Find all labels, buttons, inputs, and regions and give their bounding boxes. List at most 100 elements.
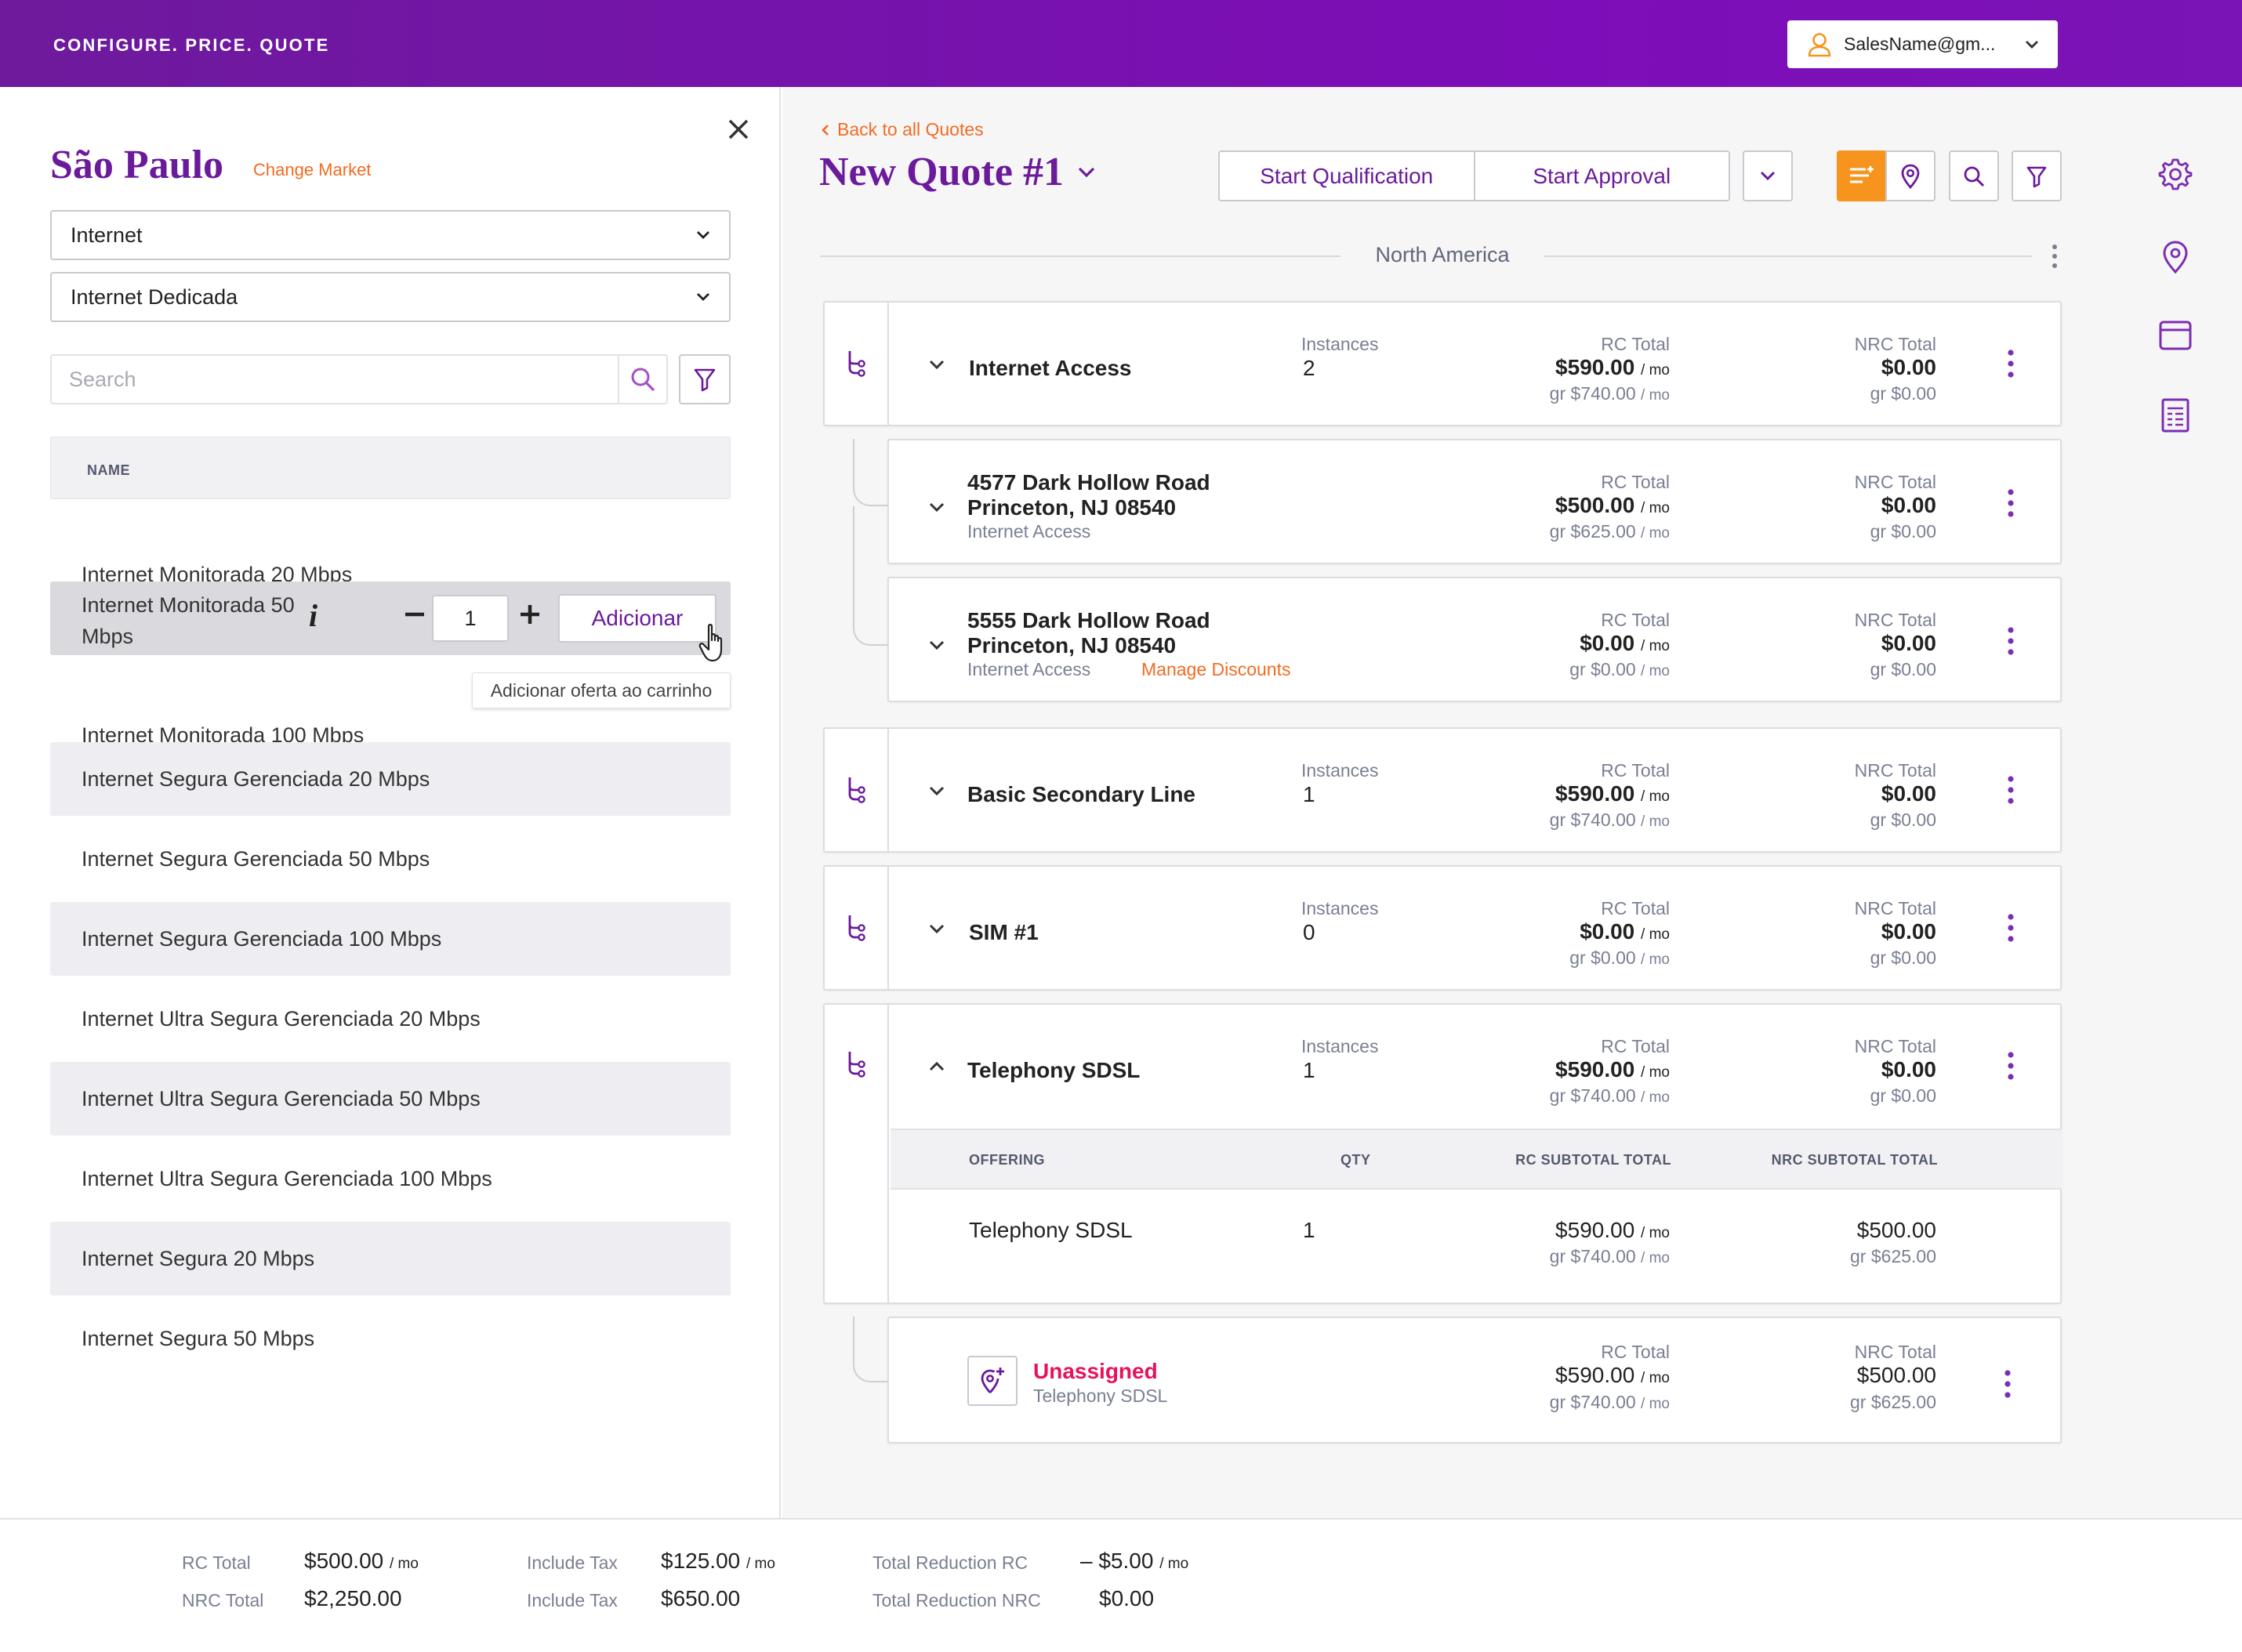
- more-actions-button[interactable]: [1743, 150, 1793, 201]
- start-approval-button[interactable]: Start Approval: [1473, 152, 1729, 200]
- user-menu[interactable]: SalesName@gm...: [1787, 20, 2058, 68]
- document-icon[interactable]: [2157, 397, 2194, 434]
- add-button[interactable]: Adicionar: [558, 594, 716, 643]
- col-offering: OFFERING: [969, 1152, 1045, 1168]
- quote-title[interactable]: New Quote #1: [819, 149, 1095, 195]
- search-button[interactable]: [1949, 150, 1999, 201]
- nrc-gross-value: gr $0.00: [1870, 383, 1936, 404]
- offering-qty: 1: [1303, 1218, 1315, 1242]
- hierarchy-icon-col: [825, 1005, 889, 1302]
- hierarchy-icon: [848, 915, 865, 941]
- nrc-total-value: $0.00: [1881, 493, 1936, 517]
- plus-icon[interactable]: [514, 599, 546, 630]
- filter-button[interactable]: [2012, 150, 2062, 201]
- product-row[interactable]: Internet Segura Gerenciada 50 Mbps: [82, 846, 430, 871]
- info-icon[interactable]: i: [309, 598, 318, 633]
- subcategory-select[interactable]: Internet Dedicada: [50, 272, 731, 322]
- group-name: Telephony SDSL: [967, 1058, 1141, 1082]
- list-view-button[interactable]: [1837, 150, 1887, 201]
- calendar-icon[interactable]: [2157, 317, 2194, 354]
- manage-discounts-link[interactable]: Manage Discounts: [1141, 659, 1291, 679]
- nrc-total-value: $0.00: [1881, 919, 1936, 944]
- search-input[interactable]: Search: [69, 367, 136, 391]
- kebab-menu-icon[interactable]: [2051, 243, 2059, 270]
- chevron-down-icon[interactable]: [927, 918, 947, 939]
- footer-tax-label: Include Tax: [527, 1590, 618, 1610]
- product-row[interactable]: Internet Segura Gerenciada 20 Mbps: [50, 742, 731, 816]
- product-row[interactable]: Internet Segura 20 Mbps: [50, 1222, 731, 1295]
- group-card: Internet Access Instances 2 RC Total $59…: [823, 301, 2062, 426]
- map-view-button[interactable]: [1885, 150, 1935, 201]
- product-list-header: NAME: [50, 437, 731, 499]
- nrc-gross-value: gr $0.00: [1870, 521, 1936, 542]
- chevron-down-icon[interactable]: [927, 781, 947, 801]
- footer-reduction-rc-label: Total Reduction RC: [872, 1552, 1028, 1573]
- region-name: North America: [1375, 243, 1510, 266]
- group-card-expanded: Telephony SDSL Instances 1 RC Total $590…: [823, 1003, 2062, 1304]
- instances-value: 2: [1303, 356, 1315, 380]
- category-select[interactable]: Internet: [50, 210, 731, 260]
- footer-nrc-total-label: NRC Total: [182, 1590, 264, 1610]
- nrc-gross-value: gr $0.00: [1870, 810, 1936, 830]
- filter-icon: [694, 368, 716, 392]
- hierarchy-icon: [848, 1052, 865, 1078]
- search-button[interactable]: [618, 356, 666, 403]
- kebab-menu-icon[interactable]: [2007, 774, 2015, 806]
- offering-rc: $590.00 / mo: [1555, 1218, 1670, 1242]
- product-row-label: Internet Monitorada 50 Mbps: [82, 593, 295, 648]
- chevron-down-icon: [1078, 167, 1095, 177]
- list-add-icon: [1850, 165, 1874, 183]
- hierarchy-icon: [848, 777, 865, 803]
- location-pin-icon[interactable]: [2157, 238, 2194, 276]
- nrc-total-label: NRC Total: [1854, 760, 1936, 781]
- group-name: Basic Secondary Line: [967, 782, 1196, 806]
- assign-location-button[interactable]: [967, 1356, 1018, 1406]
- nrc-total-label: NRC Total: [1854, 610, 1936, 630]
- chevron-down-icon: [1760, 171, 1776, 181]
- kebab-menu-icon[interactable]: [2007, 487, 2015, 519]
- filter-button[interactable]: [679, 354, 731, 404]
- site-card: 5555 Dark Hollow Road Princeton, NJ 0854…: [887, 577, 2062, 702]
- product-row[interactable]: Internet Ultra Segura Gerenciada 20 Mbps: [82, 1006, 481, 1031]
- chevron-down-icon[interactable]: [927, 635, 947, 655]
- group-name: Internet Access: [969, 356, 1132, 380]
- footer-tax-nrc-value: $650.00: [661, 1586, 741, 1610]
- chevron-down-icon[interactable]: [927, 354, 947, 375]
- top-bar: CONFIGURE. PRICE. QUOTE SalesName@gm...: [0, 0, 2242, 87]
- unassigned-card: Unassigned Telephony SDSL RC Total $590.…: [887, 1317, 2062, 1444]
- kebab-menu-icon[interactable]: [2007, 912, 2015, 944]
- footer-tax-rc-value: $125.00 / mo: [661, 1549, 775, 1573]
- product-row[interactable]: Internet Segura 50 Mbps: [82, 1326, 315, 1350]
- rc-total-label: RC Total: [1601, 334, 1670, 354]
- chevron-down-icon: [697, 293, 709, 301]
- unassigned-title: Unassigned: [1033, 1359, 1158, 1383]
- quantity-input[interactable]: 1: [432, 595, 509, 642]
- product-row[interactable]: Internet Segura Gerenciada 100 Mbps: [50, 902, 731, 976]
- kebab-menu-icon[interactable]: [2004, 1368, 2012, 1400]
- kebab-menu-icon[interactable]: [2007, 1050, 2015, 1081]
- footer-rc-total-label: RC Total: [182, 1552, 251, 1573]
- divider-line: [820, 255, 1340, 257]
- region-divider: North America: [820, 235, 2057, 277]
- hierarchy-icon-col: [825, 867, 889, 989]
- chevron-up-icon[interactable]: [927, 1056, 947, 1077]
- gear-icon[interactable]: [2157, 155, 2194, 193]
- hierarchy-icon-col: [825, 303, 889, 425]
- change-market-link[interactable]: Change Market: [253, 160, 372, 179]
- kebab-menu-icon[interactable]: [2007, 348, 2015, 379]
- rc-total-value: $590.00 / mo: [1555, 781, 1670, 806]
- close-icon[interactable]: [723, 114, 754, 145]
- rc-gross-value: gr $740.00 / mo: [1549, 810, 1670, 830]
- kebab-menu-icon[interactable]: [2007, 625, 2015, 657]
- start-qualification-button[interactable]: Start Qualification: [1260, 163, 1434, 188]
- rc-total-label: RC Total: [1601, 1036, 1670, 1056]
- rc-gross-value: gr $0.00 / mo: [1569, 947, 1670, 968]
- minus-icon[interactable]: [399, 599, 430, 630]
- chevron-down-icon[interactable]: [927, 497, 947, 517]
- product-row[interactable]: Internet Ultra Segura Gerenciada 100 Mbp…: [82, 1166, 492, 1190]
- product-row-hover[interactable]: Internet Monitorada 50 Mbps i 1 Adiciona…: [50, 581, 731, 655]
- rc-total-label: RC Total: [1601, 760, 1670, 781]
- product-row[interactable]: Internet Ultra Segura Gerenciada 50 Mbps: [50, 1062, 731, 1136]
- nrc-gross-value: gr $0.00: [1870, 947, 1936, 968]
- back-link[interactable]: Back to all Quotes: [822, 119, 984, 140]
